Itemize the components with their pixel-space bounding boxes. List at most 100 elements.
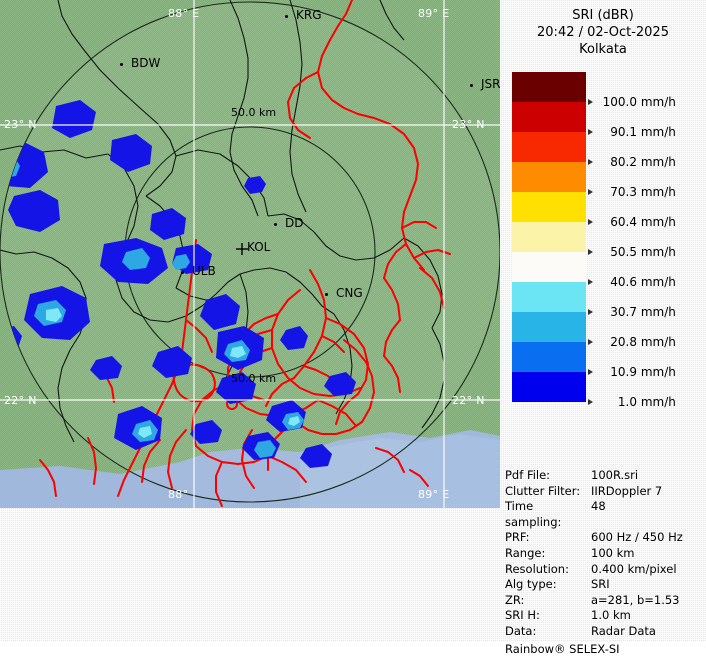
legend-tick-50.5: 50.5 mm/h: [588, 237, 706, 267]
color-scale-bar: [512, 72, 586, 402]
city-label-cng: CNG: [336, 286, 363, 300]
metadata-row: ZR: a=281, b=1.53: [505, 593, 706, 609]
legend-band-80.2: [512, 132, 586, 162]
city-marker-ulb: [181, 271, 184, 274]
metadata-key: SRI H:: [505, 608, 540, 623]
legend-band-100.0: [512, 72, 586, 102]
grid-label: 89° E: [418, 488, 450, 501]
legend-band-70.3: [512, 162, 586, 192]
city-marker-bdw: [120, 63, 123, 66]
grid-label: 89° E: [418, 7, 450, 20]
legend-arrow-icon: [588, 219, 593, 225]
legend-band-30.7: [512, 282, 586, 312]
legend-arrow-icon: [588, 279, 593, 285]
legend-tick-30.7: 30.7 mm/h: [588, 297, 706, 327]
legend-tick-60.4: 60.4 mm/h: [588, 207, 706, 237]
legend-band-20.8: [512, 312, 586, 342]
product-timestamp: 20:42 / 02-Oct-2025: [537, 25, 669, 40]
metadata-key: PRF:: [505, 530, 530, 545]
metadata-value: IIRDoppler 7: [591, 483, 663, 498]
city-marker-cng: [325, 293, 328, 296]
range-ring-label: 50.0 km: [231, 372, 277, 385]
metadata-row: Resolution: 0.400 km/pixel: [505, 562, 706, 578]
city-label-bdw: BDW: [131, 56, 161, 70]
city-label-ulb: ULB: [192, 264, 216, 278]
legend-band-50.5: [512, 222, 586, 252]
grid-label: 23° N: [4, 118, 37, 131]
metadata-value: 100R.sri: [591, 468, 639, 482]
radar-site-name: Kolkata: [579, 42, 627, 57]
legend-tick-label: 90.1 mm/h: [610, 125, 676, 139]
legend-tick-label: 1.0 mm/h: [617, 395, 676, 409]
product-title: SRI (dBR): [572, 8, 634, 23]
grid-label: 22° N: [452, 394, 485, 407]
range-ring-label: 50.0 km: [231, 106, 277, 119]
grid-label: 88° E: [168, 7, 200, 20]
legend-band-10.9: [512, 342, 586, 372]
metadata-row: Range: 100 km: [505, 546, 706, 562]
product-header: SRI (dBR) 20:42 / 02-Oct-2025 Kolkata: [500, 0, 706, 58]
legend-arrow-icon: [588, 339, 593, 345]
metadata-row: Time sampling: 48: [505, 499, 706, 530]
metadata-key: Pdf File:: [505, 468, 551, 482]
radar-map[interactable]: 88° E 89° E 23° N 23° N 22° N 22° N 88° …: [0, 0, 500, 508]
legend-band-1.0: [512, 372, 586, 402]
legend-tick-label: 80.2 mm/h: [610, 155, 676, 169]
legend-tick-label: 60.4 mm/h: [610, 215, 676, 229]
metadata-value: Radar Data: [591, 623, 656, 638]
metadata-value: 100 km: [591, 545, 635, 560]
metadata-panel: Pdf File: 100R.sri Clutter Filter: IIRDoppl…: [505, 468, 706, 657]
city-label-krg: KRG: [296, 8, 322, 22]
legend-arrow-icon: [588, 159, 593, 165]
legend-tick-100.0: 100.0 mm/h: [588, 87, 706, 117]
metadata-row: PRF: 600 Hz / 450 Hz: [505, 530, 706, 546]
vendor-brand: Rainbow® SELEX-SI: [505, 641, 620, 656]
city-marker-dd: [274, 223, 277, 226]
legend-band-60.4: [512, 192, 586, 222]
legend-tick-label: 20.8 mm/h: [610, 335, 676, 349]
city-label-jsr: JSR: [481, 77, 500, 91]
legend-tick-20.8: 20.8 mm/h: [588, 327, 706, 357]
legend-arrow-icon: [588, 99, 593, 105]
legend-arrow-icon: [588, 189, 593, 195]
metadata-key: Clutter Filter:: [505, 483, 581, 498]
legend-band-40.6: [512, 252, 586, 282]
city-label-dd: DD: [285, 216, 304, 230]
metadata-key: Resolution:: [505, 561, 569, 576]
legend-tick-label: 70.3 mm/h: [610, 185, 676, 199]
metadata-row: SRI H: 1.0 km: [505, 608, 706, 624]
legend-tick-10.9: 10.9 mm/h: [588, 357, 706, 387]
legend-arrow-icon: [588, 129, 593, 135]
city-marker-jsr: [470, 84, 473, 87]
legend-arrow-icon: [588, 309, 593, 315]
legend-tick-label: 10.9 mm/h: [610, 365, 676, 379]
legend-arrow-icon: [588, 399, 593, 405]
metadata-key: Range:: [505, 545, 546, 560]
metadata-row: Alg type: SRI: [505, 577, 706, 593]
legend-tick-90.1: 90.1 mm/h: [588, 117, 706, 147]
legend-tick-label: 100.0 mm/h: [602, 95, 676, 109]
metadata-row: Data: Radar Data: [505, 624, 706, 640]
grid-label: 88°: [168, 488, 189, 501]
metadata-value: 0.400 km/pixel: [591, 561, 677, 576]
metadata-row: Clutter Filter: IIRDoppler 7: [505, 484, 706, 500]
legend-arrow-icon: [588, 369, 593, 375]
metadata-key: Time sampling:: [505, 499, 562, 529]
city-label-kol: KOL: [247, 240, 271, 254]
metadata-value: 600 Hz / 450 Hz: [591, 530, 683, 545]
metadata-row: Pdf File: 100R.sri: [505, 468, 706, 484]
legend-tick-80.2: 80.2 mm/h: [588, 147, 706, 177]
color-scale-labels: 100.0 mm/h 90.1 mm/h 80.2 mm/h 70.3 mm/h 60.…: [588, 87, 706, 417]
legend-tick-70.3: 70.3 mm/h: [588, 177, 706, 207]
legend-tick-label: 50.5 mm/h: [610, 245, 676, 259]
legend-tick-label: 40.6 mm/h: [610, 275, 676, 289]
grid-label: 23° N: [452, 118, 485, 131]
legend-band-90.1: [512, 102, 586, 132]
legend-arrow-icon: [588, 249, 593, 255]
metadata-value: SRI: [591, 577, 610, 592]
metadata-value: 48: [591, 499, 606, 514]
legend-tick-1.0: 1.0 mm/h: [588, 387, 706, 417]
metadata-value: 1.0 km: [591, 608, 631, 623]
metadata-value: a=281, b=1.53: [591, 592, 680, 607]
